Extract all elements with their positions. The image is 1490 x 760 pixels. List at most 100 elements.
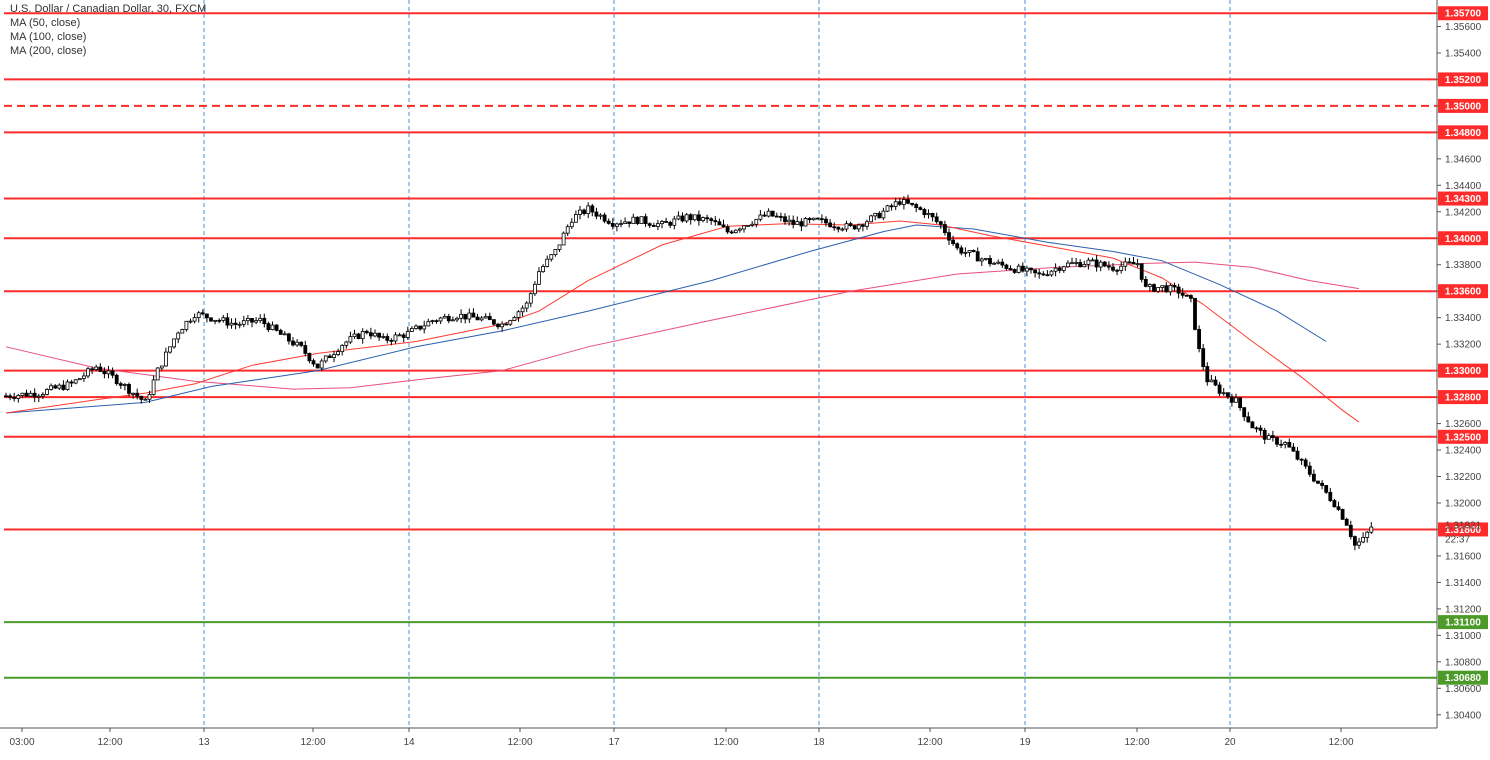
candle [934,212,939,224]
candle-body [1012,269,1017,273]
candle [209,317,213,322]
candle [836,226,841,233]
candle-body [348,336,353,343]
candle-body [286,333,291,342]
candle [1340,508,1345,520]
candle-body [45,389,49,395]
candle [159,365,164,371]
candle-body [926,213,931,216]
candle-body [1115,269,1119,272]
candle [729,229,734,234]
candle-body [803,218,808,227]
candle [274,324,279,332]
candle-body [118,383,123,386]
candle-body [377,332,382,338]
candle-body [934,216,939,223]
candle [1094,255,1099,272]
candle [1119,261,1124,274]
candle [483,313,488,319]
candle-body [36,395,41,398]
candle [98,363,103,373]
candle-body [1361,537,1365,543]
candle-body [1111,266,1115,271]
candle [561,231,566,246]
candle [1098,260,1103,272]
candle-body [221,317,226,321]
candle-body [1123,261,1128,267]
candle-body [1004,264,1009,269]
candle-body [1000,261,1005,266]
candle [1316,480,1320,485]
candle-body [844,223,849,230]
candle [926,209,931,219]
candle [1135,258,1140,268]
candle-body [1201,348,1206,367]
candle [565,224,570,237]
candle [69,379,74,388]
candle-body [98,366,103,372]
level-badge-1.35700 [1438,6,1488,21]
candle-body [1328,491,1333,501]
candle-body [180,329,185,334]
candle-body [824,218,828,224]
candle-body [1049,270,1054,276]
candle [348,331,353,345]
candle [1152,283,1156,293]
candle [897,197,902,206]
candle [877,211,882,219]
candle-body [1029,267,1033,271]
candle-body [799,221,804,227]
candle-body [475,316,480,321]
candle-body [582,209,586,215]
candle [779,212,783,222]
candle-body [779,216,783,218]
candle [24,389,29,398]
candle [988,255,992,267]
candle-body [557,244,562,250]
candle-body [196,312,201,319]
candle [889,203,894,211]
candle [1111,263,1115,273]
candle [676,211,681,221]
candle-body [127,384,131,394]
candle [360,328,365,344]
candle [647,222,652,228]
candle [1037,269,1042,279]
candle [971,249,976,253]
candle [799,218,804,232]
candle [807,217,812,224]
candle [77,378,82,381]
candle-body [660,221,664,225]
candle-body [344,341,349,346]
candle-body [1242,407,1247,418]
candle-body [520,307,525,313]
candle [1361,532,1365,544]
candle-body [245,318,250,322]
candle [832,222,837,231]
candle [102,367,107,379]
candle-body [1230,396,1234,403]
candle-body [1258,427,1263,431]
candle [537,267,541,285]
candle [414,324,418,330]
candle [1295,446,1300,461]
y-tick-label: 1.30800 [1445,657,1482,668]
x-tick-label: 17 [608,737,620,748]
candle [1184,294,1189,297]
candle [1262,427,1267,445]
candle-body [631,216,636,224]
candle-body [787,219,791,223]
candle [615,222,619,232]
candle-body [426,321,431,327]
candle [885,204,890,213]
candle [1082,260,1087,268]
candle-body [881,210,886,219]
candle [278,328,283,335]
candle [1086,257,1091,270]
candle-body [1295,450,1300,460]
level-label-1.32800: 1.32800 [1445,393,1482,404]
candle [828,219,832,228]
candle-body [1348,524,1353,537]
candle-body [635,216,640,224]
